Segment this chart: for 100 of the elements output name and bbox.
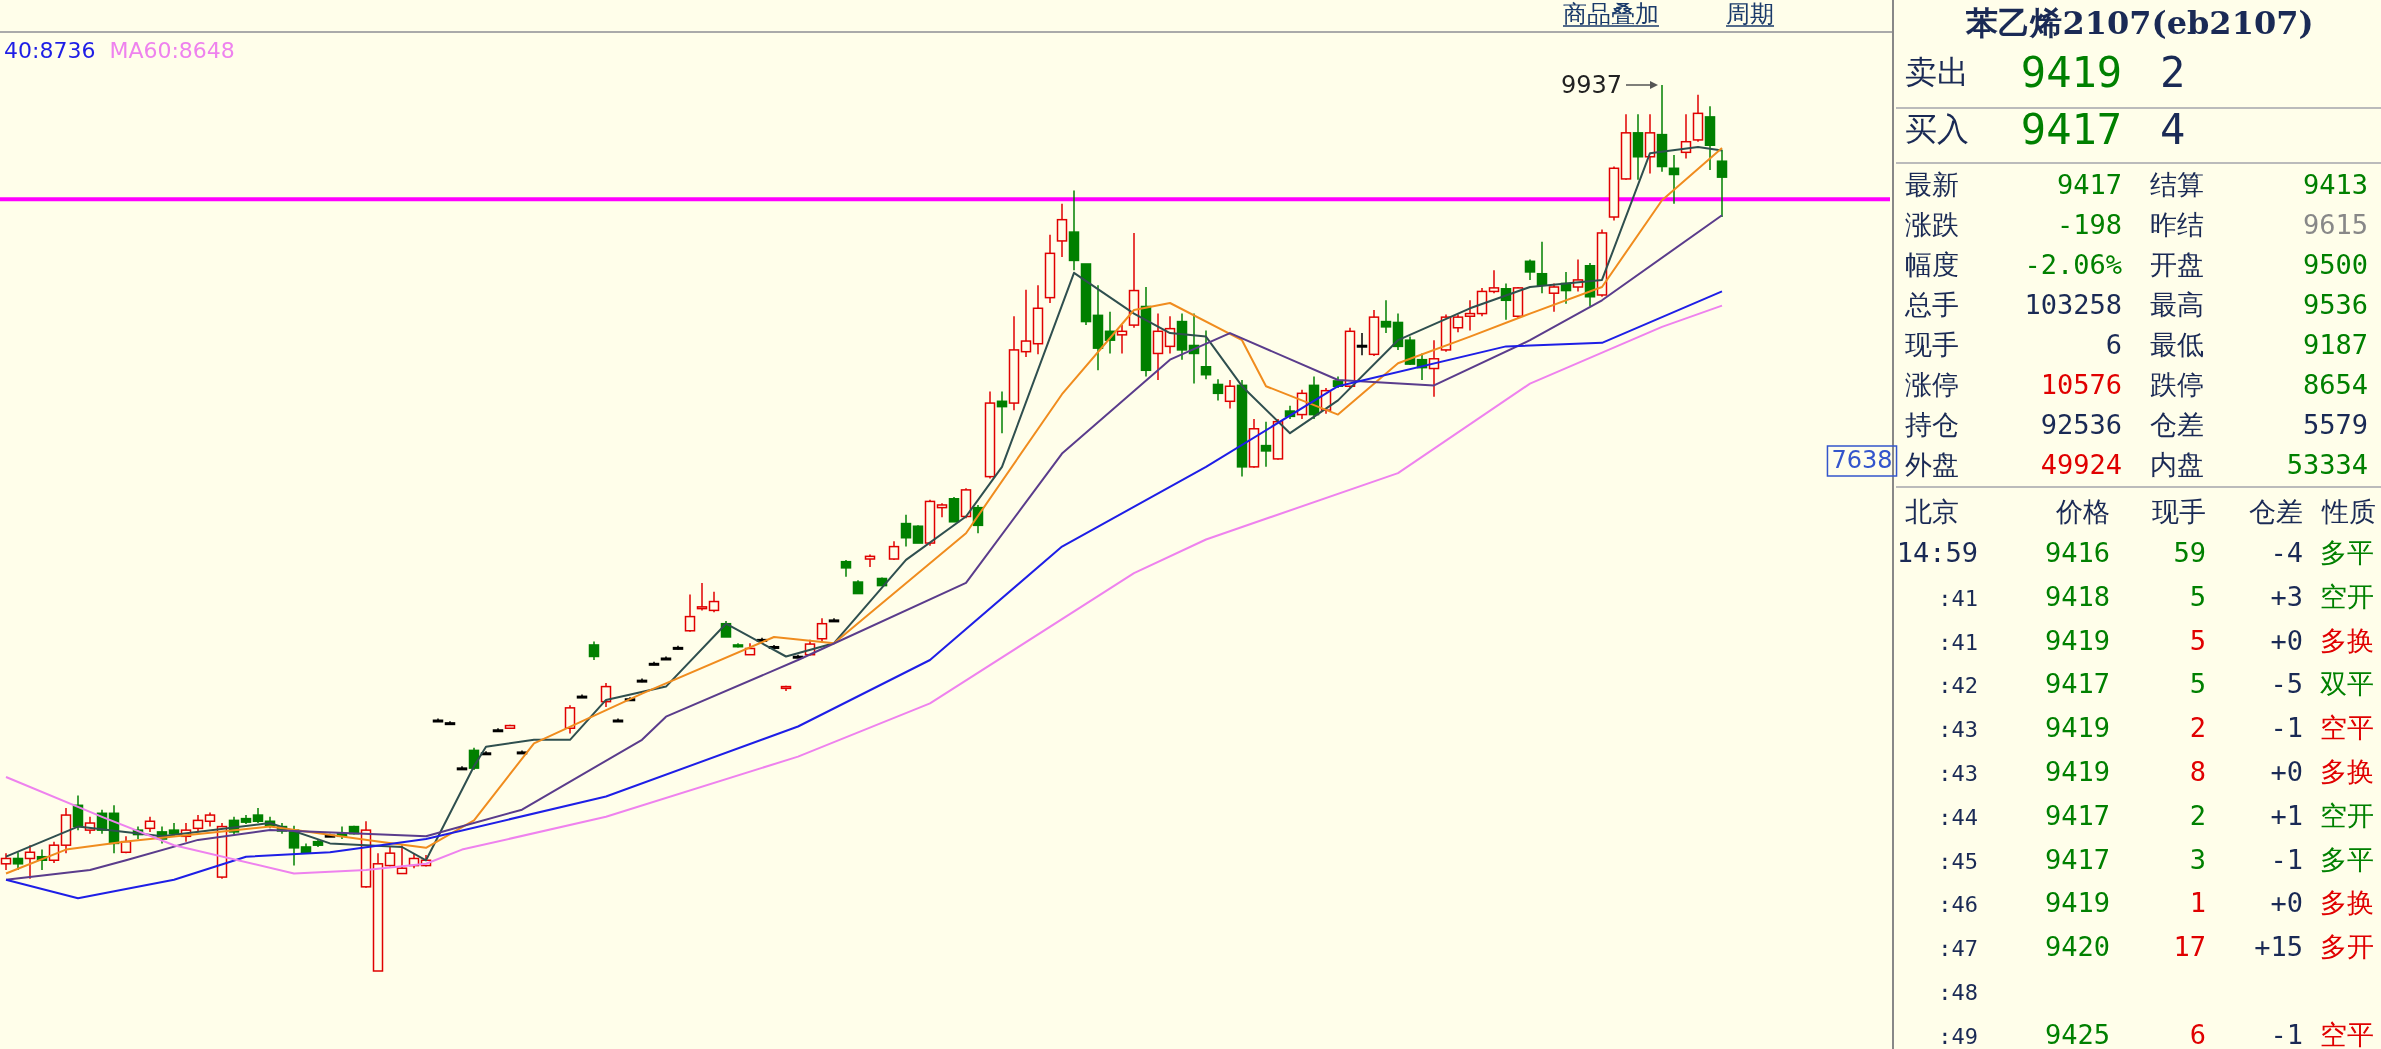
text: :41 — [1938, 629, 1978, 655]
text: 2 — [2189, 712, 2206, 744]
text: -2.06% — [2024, 249, 2122, 280]
text: 40:8736 — [4, 38, 96, 63]
text: 双平 — [2320, 668, 2374, 700]
text: 5579 — [2302, 409, 2368, 440]
text: 价格 — [2055, 496, 2110, 527]
text: 空平 — [2320, 1018, 2374, 1049]
text: 最低 — [2150, 329, 2204, 360]
text: :47 — [1938, 936, 1978, 962]
text: 内盘 — [2150, 449, 2204, 480]
text: 2 — [2189, 799, 2206, 831]
text: -198 — [2056, 209, 2122, 240]
text: :41 — [1938, 585, 1978, 611]
text: 外盘 — [1905, 449, 1959, 480]
text: 苯乙烯2107(eb2107) — [1965, 4, 2314, 42]
text: 结算 — [2150, 169, 2204, 200]
text: 17 — [2173, 931, 2206, 963]
text: +15 — [2254, 931, 2303, 963]
text: 现手 — [2152, 496, 2206, 527]
text: 3 — [2189, 843, 2206, 875]
text: 昨结 — [2150, 209, 2204, 240]
text: +3 — [2270, 580, 2303, 612]
text: 9425 — [2044, 1018, 2110, 1049]
text: +1 — [2270, 799, 2303, 831]
text: 5 — [2189, 668, 2206, 700]
text: 买入 — [1905, 110, 1969, 148]
text: 9419 — [2044, 756, 2110, 787]
text: 总手 — [1904, 289, 1959, 320]
text: 持仓 — [1905, 409, 1959, 440]
text: 53334 — [2286, 449, 2368, 480]
text: -1 — [2270, 712, 2303, 744]
text: :48 — [1938, 980, 1978, 1005]
text: 59 — [2173, 537, 2206, 568]
text: 9417 — [2044, 843, 2110, 875]
text: 10576 — [2040, 369, 2122, 400]
text: 9419 — [2044, 712, 2110, 744]
text: 周期 — [1726, 0, 1774, 28]
text: 跌停 — [2150, 369, 2204, 400]
text: :42 — [1938, 673, 1978, 699]
text: 多换 — [2320, 624, 2374, 656]
text: 9417 — [2044, 668, 2110, 700]
text: :45 — [1938, 848, 1978, 874]
text: 92536 — [2040, 409, 2122, 440]
text: 涨跌 — [1905, 209, 1959, 240]
text: 49924 — [2040, 449, 2122, 480]
text: :46 — [1938, 892, 1978, 918]
text: 4 — [2160, 105, 2186, 154]
text: -1 — [2270, 843, 2303, 875]
text: 多换 — [2320, 887, 2374, 919]
text: -5 — [2270, 668, 2303, 700]
text: 多平 — [2320, 843, 2374, 875]
text: 9419 — [2044, 624, 2110, 656]
text: 空开 — [2320, 580, 2374, 612]
text: 103258 — [2024, 289, 2122, 320]
text: 空开 — [2320, 799, 2374, 831]
text: 9187 — [2302, 329, 2368, 360]
text: 2 — [2160, 48, 2186, 97]
text: 最新 — [1905, 169, 1959, 200]
text: 涨停 — [1905, 369, 1959, 400]
text: 卖出 — [1905, 53, 1969, 91]
text: :49 — [1938, 1023, 1978, 1049]
text: 幅度 — [1905, 249, 1959, 280]
text: +0 — [2270, 624, 2303, 656]
text: -4 — [2270, 537, 2303, 568]
text: 9419 — [2044, 887, 2110, 919]
text: 北京 — [1905, 496, 1959, 527]
text: 1 — [2189, 887, 2206, 919]
text: 9500 — [2302, 249, 2368, 280]
text: 7638 — [1831, 446, 1893, 474]
text: 多开 — [2320, 931, 2374, 963]
text: 9419 — [2020, 48, 2122, 97]
text: 14:59 — [1896, 537, 1978, 568]
text: 8 — [2189, 756, 2206, 787]
text: :44 — [1938, 804, 1978, 830]
text: 最高 — [2150, 289, 2204, 320]
text: 现手 — [1905, 329, 1959, 360]
text: 多换 — [2320, 756, 2374, 787]
text: +0 — [2270, 756, 2303, 787]
text: 9417 — [2044, 799, 2110, 831]
text: -1 — [2270, 1018, 2303, 1049]
text: 9417 — [2020, 105, 2122, 154]
text: 开盘 — [2150, 249, 2204, 280]
text: 9536 — [2302, 289, 2368, 320]
text: MA60:8648 — [109, 38, 235, 63]
text: 多平 — [2320, 537, 2374, 568]
text: 9413 — [2302, 169, 2368, 200]
text: 5 — [2189, 580, 2206, 612]
text: 9418 — [2044, 580, 2110, 612]
text: 8654 — [2302, 369, 2368, 400]
text: 性质 — [2321, 496, 2376, 527]
text: +0 — [2270, 887, 2303, 919]
text: 9417 — [2056, 169, 2122, 200]
text: :43 — [1938, 761, 1978, 786]
text: 9615 — [2302, 209, 2368, 240]
text: 商品叠加 — [1563, 0, 1659, 28]
text: 仓差 — [2150, 409, 2204, 440]
text: 9420 — [2044, 931, 2110, 963]
text: :43 — [1938, 717, 1978, 743]
text: 6 — [2189, 1018, 2206, 1049]
